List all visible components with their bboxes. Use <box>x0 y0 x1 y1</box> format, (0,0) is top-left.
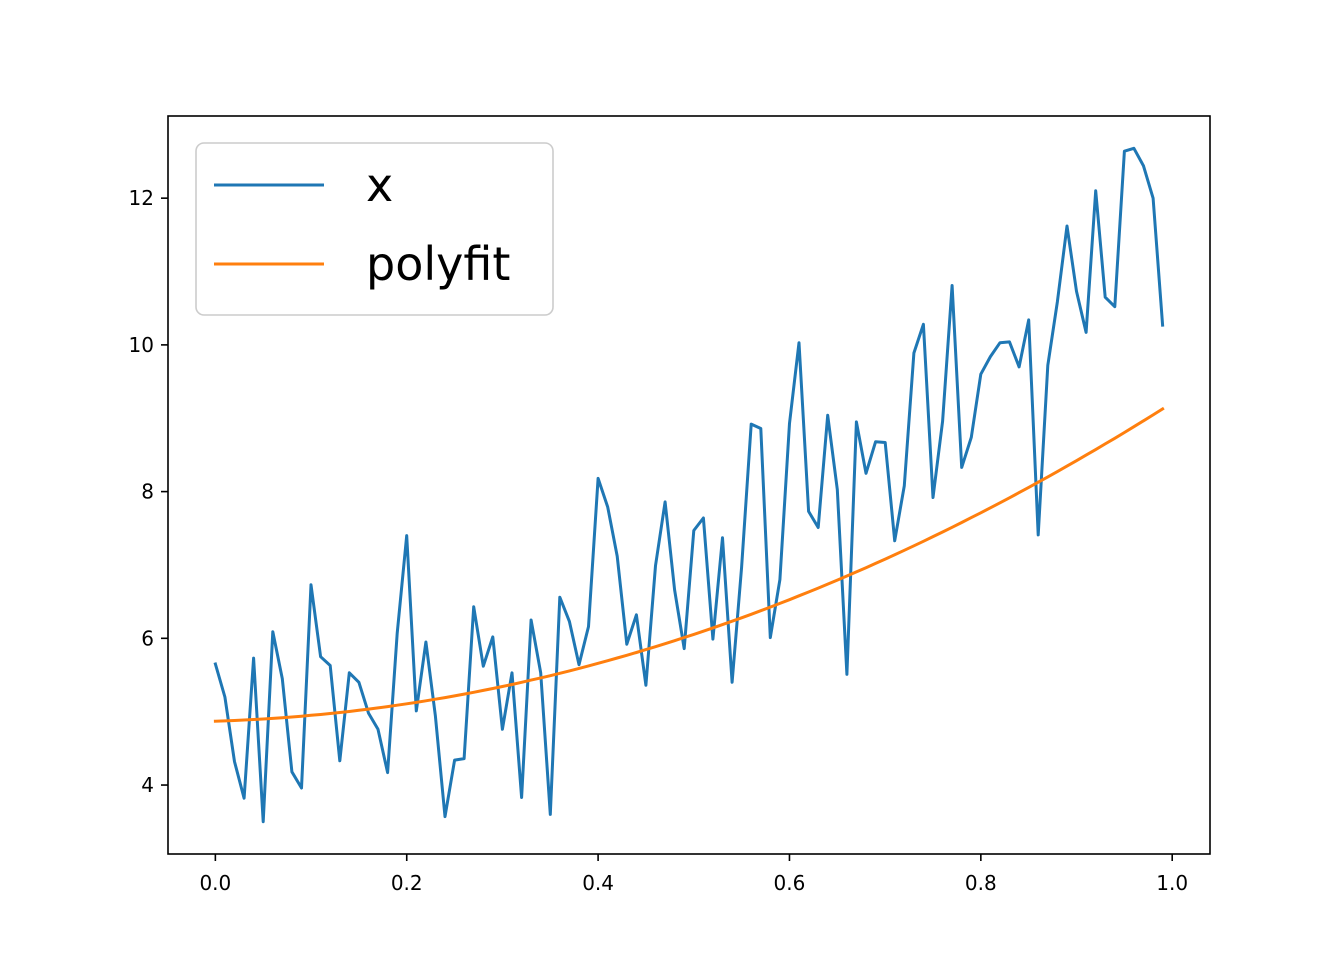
y-tick-label: 10 <box>129 333 154 357</box>
x-tick-label: 1.0 <box>1156 871 1188 895</box>
y-tick-label: 12 <box>129 186 154 210</box>
y-tick-label: 6 <box>141 626 154 650</box>
x-tick-label: 0.2 <box>391 871 423 895</box>
plot-frame <box>167 115 1211 855</box>
axes-layer: 0.0 0.2 0.4 0.6 0.8 1.0 4 6 8 10 12 <box>129 115 1211 895</box>
x-tick-label: 0.4 <box>582 871 614 895</box>
y-tick-label: 4 <box>141 773 154 797</box>
legend-label-polyfit: polyfit <box>366 237 510 291</box>
x-tick-label: 0.6 <box>774 871 806 895</box>
legend-label-x: x <box>366 158 393 212</box>
legend: x polyfit <box>195 142 554 316</box>
series-line-polyfit <box>213 406 1165 723</box>
y-tick-label: 8 <box>141 480 154 504</box>
x-tick-label: 0.8 <box>965 871 997 895</box>
series-layer <box>213 146 1165 824</box>
x-tick-label: 0.0 <box>199 871 231 895</box>
series-line-x <box>213 146 1165 824</box>
